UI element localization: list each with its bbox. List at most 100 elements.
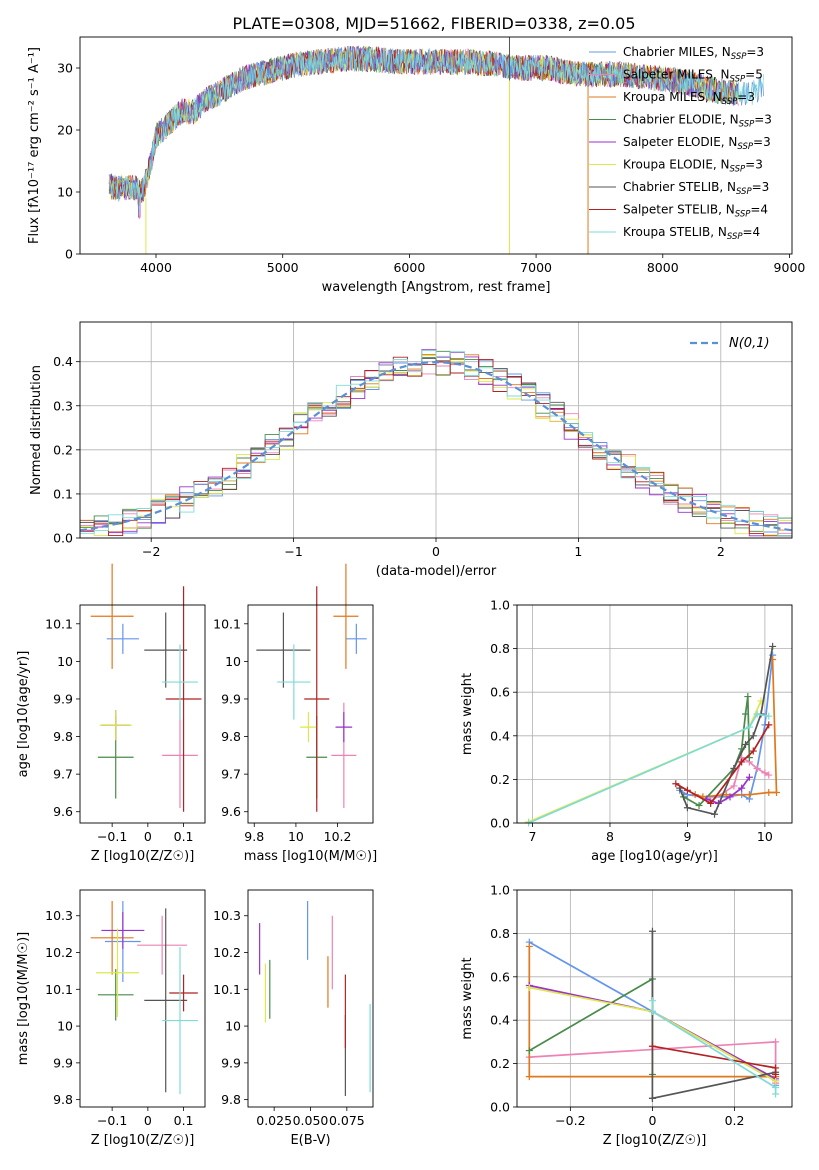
data-point-marker xyxy=(742,710,750,718)
x-tick-label: 8000 xyxy=(647,260,679,275)
data-point-marker xyxy=(742,741,750,749)
y-tick-label: 9.8 xyxy=(53,1092,73,1107)
data-point-marker xyxy=(525,984,533,992)
weight-series-9 xyxy=(528,713,769,824)
x-tick-label: 10 xyxy=(288,829,304,844)
x-axis-label: age [log10(age/yr)] xyxy=(591,849,718,864)
y-tick-label: 9.8 xyxy=(53,729,73,744)
x-tick-label: 9000 xyxy=(774,260,806,275)
y-tick-label: 10.3 xyxy=(45,908,73,923)
y-axis-label: mass weight xyxy=(460,957,475,1039)
legend-label: Kroupa ELODIE, NSSP=3 xyxy=(623,158,763,175)
data-point-marker xyxy=(744,693,752,701)
y-tick-label: 9.7 xyxy=(53,767,73,782)
figure-title: PLATE=0308, MJD=51662, FIBERID=0338, z=0… xyxy=(232,14,635,33)
y-tick-label: 0.4 xyxy=(490,1013,510,1028)
x-tick-label: 0 xyxy=(648,1113,656,1128)
x-tick-label: 5000 xyxy=(267,260,299,275)
data-point-marker xyxy=(765,771,773,779)
subplot-7: 0.025 0.050 0.075 9.8 9.9 10 10.1 10.2 10.3 E(B-V… xyxy=(213,889,374,1148)
y-tick-label: 0.3 xyxy=(53,398,73,413)
data-point-marker xyxy=(765,712,773,720)
x-axis-label: Z [log10(Z/Z☉)] xyxy=(603,1133,707,1148)
subplot-4: 9.8 10 10.2 9.6 9.7 9.8 9.9 10 10.1 mass [log10(M… xyxy=(213,563,377,864)
spectrum-series-9 xyxy=(108,45,764,203)
y-tick-label: 9.7 xyxy=(221,767,241,782)
x-tick-label: 0.2 xyxy=(725,1113,745,1128)
legend-label: Chabrier STELIB, NSSP=3 xyxy=(623,180,769,197)
x-tick-label: 8 xyxy=(606,829,614,844)
data-point-marker xyxy=(525,1073,533,1081)
y-tick-label: 9.9 xyxy=(53,691,73,706)
gaussian-curve xyxy=(79,360,793,532)
y-tick-label: 10.1 xyxy=(45,616,73,631)
x-tick-label: 0 xyxy=(432,544,440,559)
legend-label: Kroupa STELIB, NSSP=4 xyxy=(623,225,760,242)
data-point-marker xyxy=(772,1038,780,1046)
legend-label: Salpeter STELIB, NSSP=4 xyxy=(623,203,768,220)
data-point-marker xyxy=(730,782,738,790)
data-point-marker xyxy=(772,1083,780,1091)
y-tick-label: 0.4 xyxy=(53,354,73,369)
data-point-marker xyxy=(672,780,680,788)
y-tick-label: 9.8 xyxy=(221,729,241,744)
x-tick-label: 10 xyxy=(757,829,773,844)
y-tick-label: 10 xyxy=(57,654,73,669)
data-point-marker xyxy=(648,1008,656,1016)
x-axis-label: E(B-V) xyxy=(290,1133,330,1148)
y-tick-label: 9.9 xyxy=(53,1055,73,1070)
data-point-marker xyxy=(738,784,746,792)
data-point-marker xyxy=(749,747,757,755)
y-axis-label: Normed distribution xyxy=(29,365,44,495)
x-tick-label: 9 xyxy=(683,829,691,844)
data-point-marker xyxy=(738,758,746,766)
x-tick-label: 0.075 xyxy=(329,1113,365,1128)
data-point-marker xyxy=(761,769,769,777)
data-point-marker xyxy=(648,1094,656,1102)
weight-series-7 xyxy=(678,646,774,816)
spectrum-series-1 xyxy=(108,45,764,216)
y-tick-label: 9.6 xyxy=(53,804,73,819)
subplot-1: 4000 5000 6000 7000 8000 9000 0 10 20 30 wavelengt… xyxy=(27,36,806,295)
legend: Chabrier MILES, NSSP=3 Salpeter MILES, NS… xyxy=(589,45,772,242)
x-tick-label: 1 xyxy=(574,544,582,559)
y-tick-label: 0.2 xyxy=(490,1056,510,1071)
x-tick-label: 7 xyxy=(529,829,537,844)
y-axis-label: Flux [fλ10⁻¹⁷ erg cm⁻² s⁻¹ A⁻¹] xyxy=(27,47,42,244)
data-point-marker xyxy=(772,1090,780,1098)
x-tick-label: 0.050 xyxy=(293,1113,329,1128)
x-tick-label: −0.1 xyxy=(97,1113,127,1128)
y-axis-label: mass weight xyxy=(460,673,475,755)
axes-frame xyxy=(79,321,793,539)
y-tick-label: 20 xyxy=(57,123,73,138)
x-tick-label: 0.1 xyxy=(174,1113,194,1128)
data-point-marker xyxy=(772,1064,780,1072)
y-tick-label: 9.6 xyxy=(221,804,241,819)
axes-frame xyxy=(79,889,206,1108)
data-point-marker xyxy=(749,732,757,740)
subplot-6: −0.1 0 0.1 9.8 9.9 10 10.1 10.2 10.3 Z [log10(Z/Z… xyxy=(16,889,206,1148)
y-tick-label: 9.9 xyxy=(221,691,241,706)
y-tick-label: 10.1 xyxy=(45,982,73,997)
data-point-marker xyxy=(772,1070,780,1078)
data-point-marker xyxy=(525,942,533,950)
data-point-marker xyxy=(726,793,734,801)
x-axis-label: mass [log10(M/M☉)] xyxy=(244,849,377,864)
x-tick-label: 0.1 xyxy=(174,829,194,844)
y-tick-label: 30 xyxy=(57,61,73,76)
weight-series-8 xyxy=(675,724,770,805)
y-tick-label: 0.6 xyxy=(490,969,510,984)
y-axis-label: mass [log10(M/M☉)] xyxy=(16,932,31,1065)
x-tick-label: 2 xyxy=(717,544,725,559)
x-tick-label: 10.2 xyxy=(324,829,352,844)
y-tick-label: 10.3 xyxy=(213,908,241,923)
x-tick-label: 6000 xyxy=(393,260,425,275)
data-point-marker xyxy=(772,1077,780,1085)
axes-frame xyxy=(247,889,374,1108)
x-axis-label: wavelength [Angstrom, rest frame] xyxy=(322,280,551,295)
data-point-marker xyxy=(695,802,703,810)
x-tick-label: −0.1 xyxy=(97,829,127,844)
legend-label: N(0,1) xyxy=(729,336,770,351)
axes-frame xyxy=(79,36,793,255)
